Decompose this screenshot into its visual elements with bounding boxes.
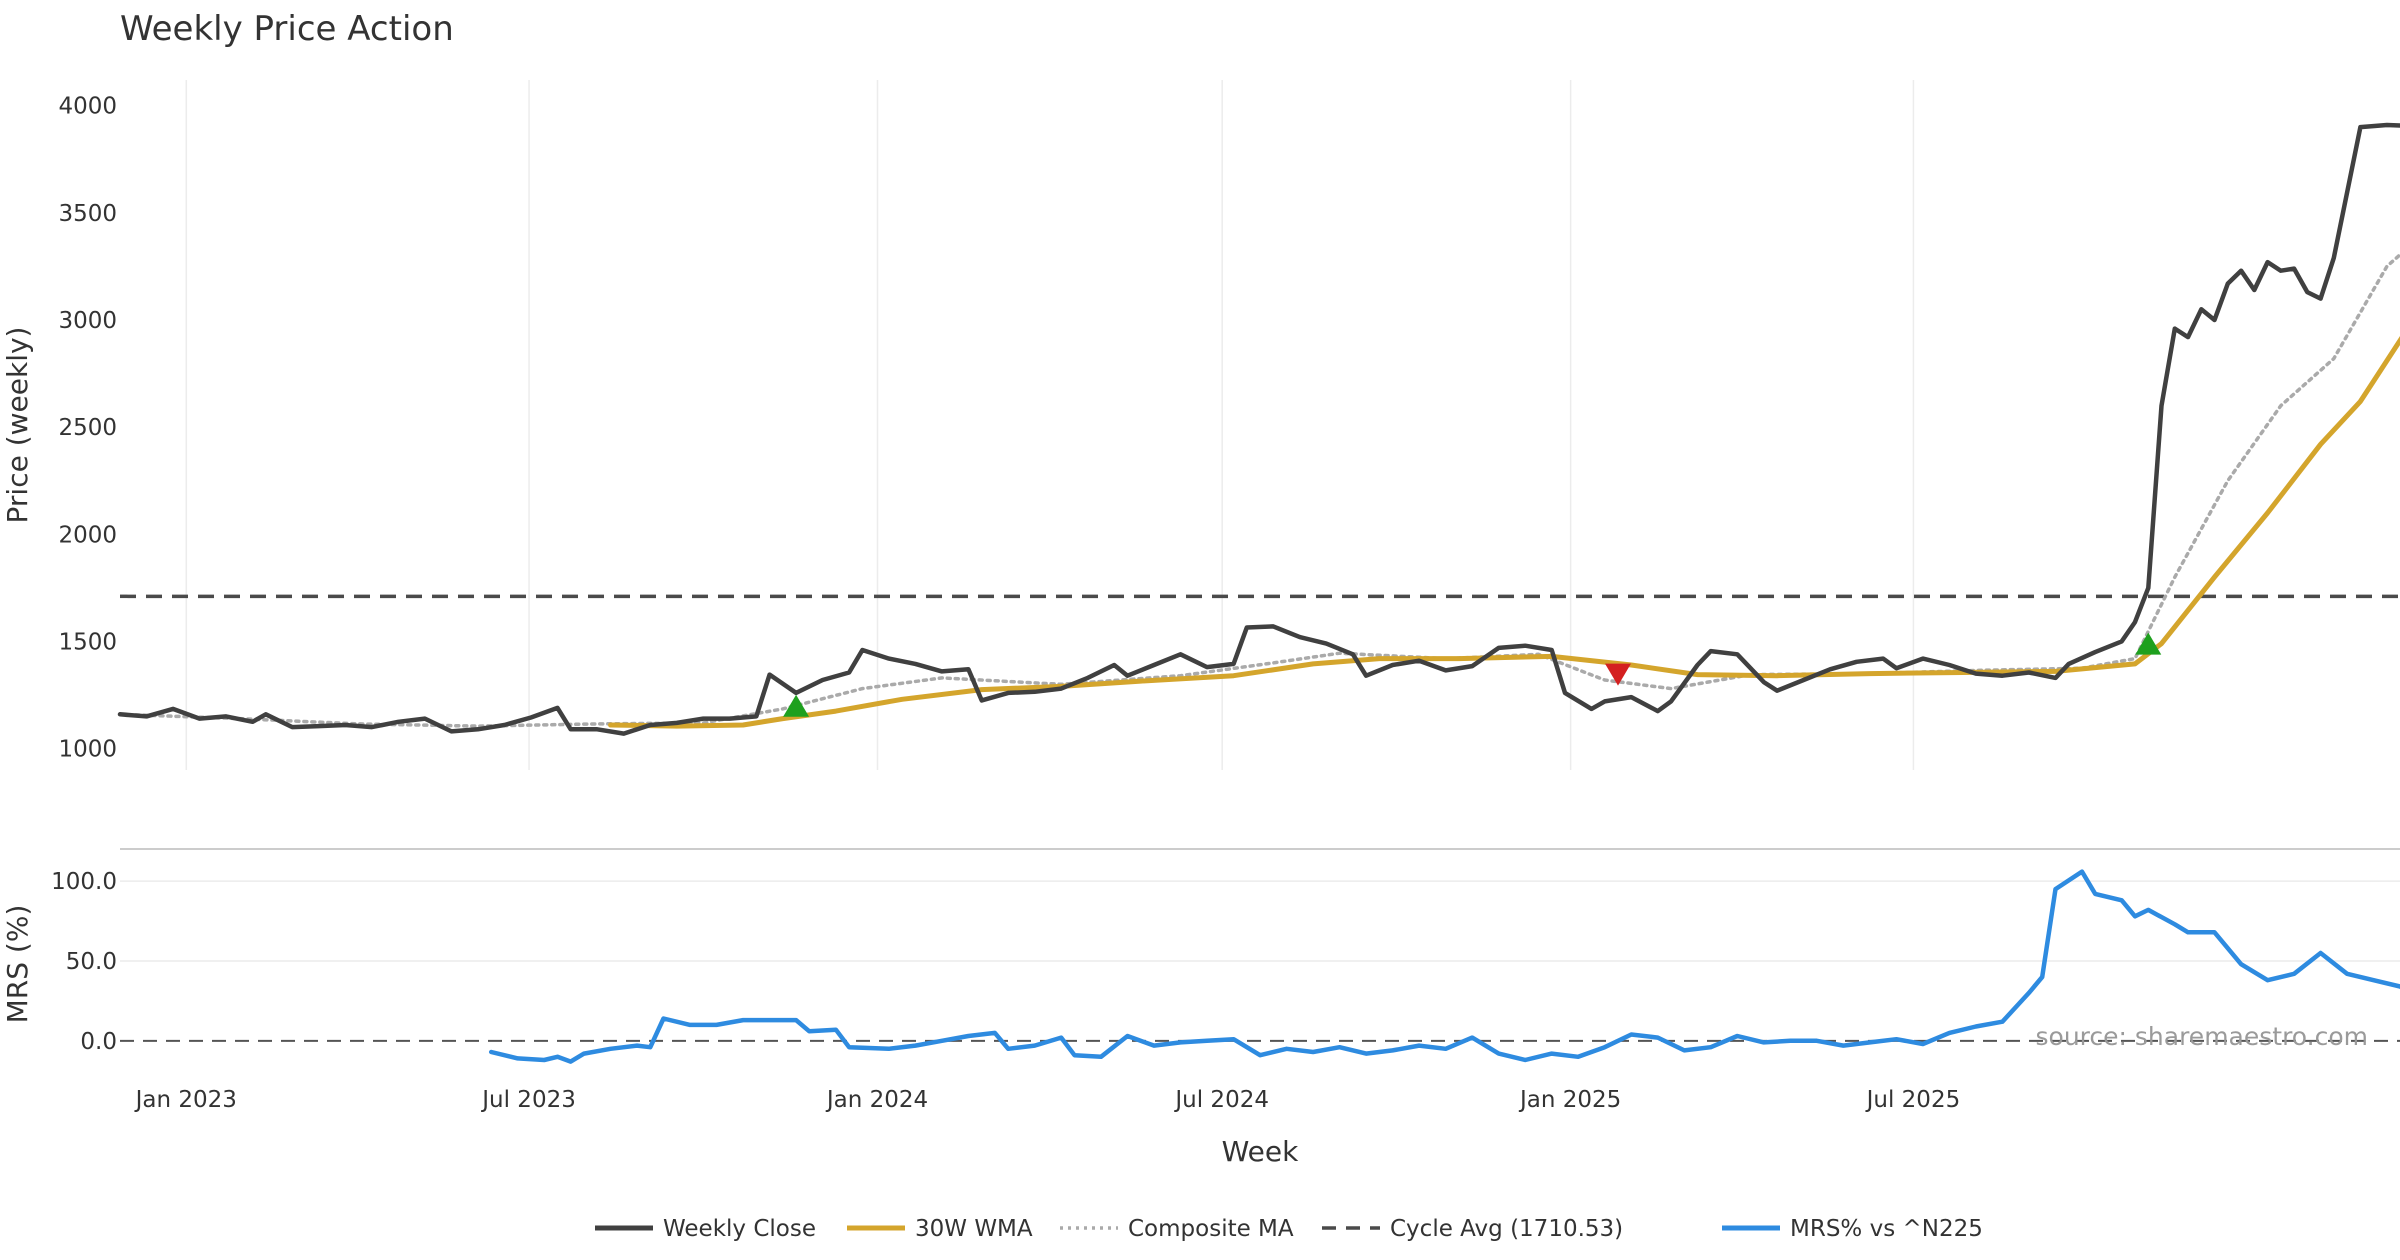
sell-signal-marker bbox=[1604, 663, 1631, 686]
legend-30w-wma: 30W WMA bbox=[847, 1216, 1033, 1242]
mrs-line bbox=[488, 869, 2400, 1064]
mrs-gridlines bbox=[120, 880, 2400, 1042]
legend-composite-ma: Composite MA bbox=[1060, 1216, 1294, 1242]
x-tick-label: Jan 2023 bbox=[134, 1087, 237, 1113]
mrs-y-axis-title: MRS (%) bbox=[1, 905, 34, 1024]
source-label: source: sharemaestro.com bbox=[2036, 1022, 2369, 1051]
x-tick-label: Jul 2024 bbox=[1173, 1087, 1269, 1113]
legend-weekly-close: Weekly Close bbox=[595, 1216, 816, 1242]
legend-label: Weekly Close bbox=[663, 1216, 816, 1242]
composite-ma-line bbox=[118, 252, 2400, 728]
buy-signal-marker bbox=[2135, 632, 2162, 655]
mrs-y-tick-label: 100.0 bbox=[51, 869, 117, 895]
x-tick-label: Jan 2025 bbox=[1518, 1087, 1621, 1113]
price-y-tick-label: 3000 bbox=[58, 308, 117, 334]
x-ticks: Jan 2023 Jul 2023 Jan 2024 Jul 2024 Jan 2025… bbox=[134, 1087, 1961, 1113]
price-y-axis-title: Price (weekly) bbox=[1, 327, 34, 524]
legend-label: Cycle Avg (1710.53) bbox=[1390, 1216, 1623, 1242]
price-y-tick-label: 1000 bbox=[58, 737, 117, 763]
price-y-tick-label: 2000 bbox=[58, 522, 117, 548]
mrs-series-group bbox=[488, 869, 2400, 1064]
chart-title: Weekly Price Action bbox=[120, 9, 454, 49]
price-y-ticks: 1000 1500 2000 2500 3000 3500 4000 bbox=[58, 94, 117, 763]
price-series-group bbox=[117, 122, 2400, 736]
x-axis-title: Week bbox=[1222, 1135, 1299, 1168]
price-y-tick-label: 4000 bbox=[58, 94, 117, 120]
weekly-close-line bbox=[117, 122, 2400, 736]
price-y-tick-label: 1500 bbox=[58, 629, 117, 655]
legend-mrs: MRS% vs ^N225 bbox=[1722, 1216, 1983, 1242]
x-tick-label: Jul 2023 bbox=[480, 1087, 576, 1113]
legend-cycle-avg: Cycle Avg (1710.53) bbox=[1322, 1216, 1623, 1242]
mrs-y-ticks: 0.0 50.0 100.0 bbox=[51, 869, 117, 1055]
legend-label: 30W WMA bbox=[915, 1216, 1033, 1242]
legend-label: MRS% vs ^N225 bbox=[1790, 1216, 1983, 1242]
legend: Weekly Close 30W WMA Composite MA Cycle Avg… bbox=[595, 1216, 1983, 1242]
mrs-y-tick-label: 0.0 bbox=[80, 1029, 117, 1055]
x-tick-label: Jul 2025 bbox=[1865, 1087, 1961, 1113]
buy-signal-marker bbox=[783, 694, 810, 717]
wma-30w-line bbox=[608, 335, 2400, 729]
legend-label: Composite MA bbox=[1128, 1216, 1294, 1242]
x-tick-label: Jan 2024 bbox=[825, 1087, 928, 1113]
mrs-y-tick-label: 50.0 bbox=[66, 949, 117, 975]
price-y-tick-label: 3500 bbox=[58, 201, 117, 227]
signal-markers bbox=[783, 632, 2162, 717]
price-gridlines bbox=[185, 80, 1915, 770]
price-y-tick-label: 2500 bbox=[58, 415, 117, 441]
